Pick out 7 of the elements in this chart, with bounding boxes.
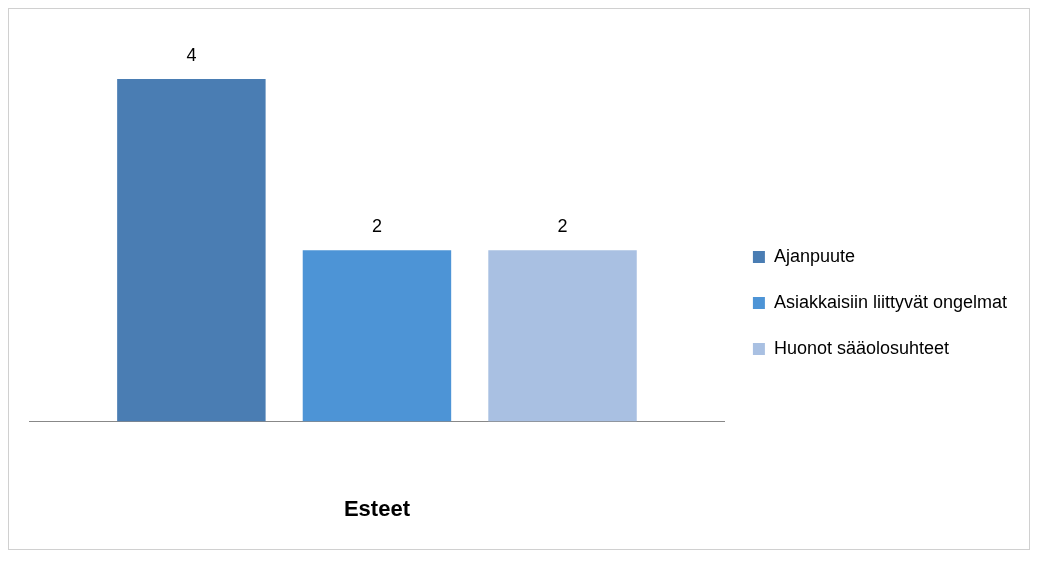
- legend-label: Huonot sääolosuhteet: [773, 337, 950, 358]
- legend-label: Ajanpuute: [773, 245, 855, 266]
- data-label: 2: [557, 216, 568, 237]
- data-label: 2: [371, 216, 382, 237]
- data-label: 4: [186, 44, 197, 65]
- legend-label: Asiakkaisiin liittyvät ongelmat: [773, 291, 1008, 312]
- x-axis-title: Esteet: [343, 495, 411, 521]
